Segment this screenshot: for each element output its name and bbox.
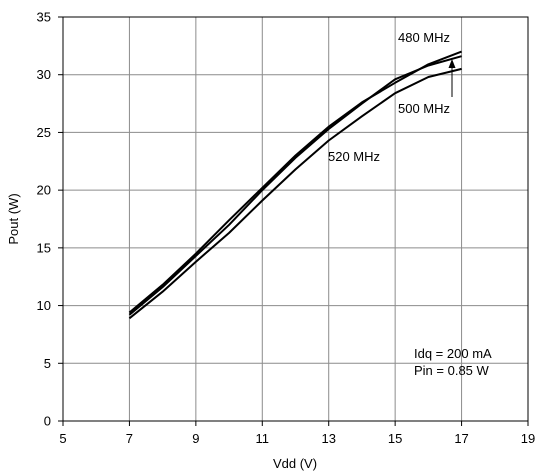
y-tick-label: 15 [37,240,51,255]
x-tick-label: 5 [59,431,66,446]
y-tick-label: 20 [37,183,51,198]
y-tick-label: 0 [44,414,51,429]
series-line-500-mhz [128,55,462,316]
y-tick-label: 5 [44,356,51,371]
annotation-pin: Pin = 0.85 W [414,363,490,378]
x-tick-label: 17 [454,431,468,446]
x-tick-label: 13 [321,431,335,446]
y-tick-label: 10 [37,298,51,313]
y-axis-label: Pout (W) [6,193,21,244]
series-lines [128,50,462,320]
annotation-idq: Idq = 200 mA [414,346,492,361]
x-tick-label: 15 [388,431,402,446]
x-tick-label: 7 [126,431,133,446]
annotation-520mhz: 520 MHz [328,149,380,164]
grid [63,17,528,421]
series-line-480-mhz [128,50,462,314]
y-tick-label: 35 [37,10,51,25]
x-tick-label: 11 [256,431,270,446]
annotation-arrow [448,59,456,97]
y-tick-label: 25 [37,125,51,140]
x-axis-label: Vdd (V) [273,456,317,471]
x-tick-label: 19 [521,431,535,446]
series-line-520-mhz [128,67,462,320]
x-tick-label: 9 [192,431,199,446]
y-tick-label: 30 [37,67,51,82]
plot-area-frame [62,16,529,422]
annotation-500mhz: 500 MHz [398,101,450,116]
annotation-480mhz: 480 MHz [398,30,450,45]
